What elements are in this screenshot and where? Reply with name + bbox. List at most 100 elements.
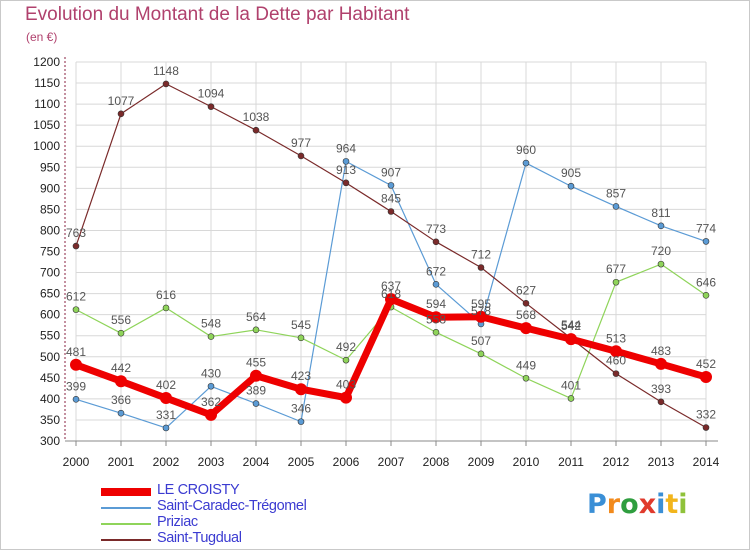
data-label: 481 — [66, 345, 86, 359]
data-label: 905 — [561, 166, 581, 180]
data-point — [295, 383, 307, 395]
data-label: 618 — [381, 287, 401, 301]
x-tick-label: 2003 — [198, 455, 225, 469]
data-point — [700, 371, 712, 383]
y-tick-label: 1000 — [33, 139, 60, 153]
legend-swatch — [101, 507, 151, 509]
data-point — [523, 375, 529, 381]
data-point — [340, 392, 352, 404]
data-point — [73, 396, 79, 402]
data-point — [658, 223, 664, 229]
legend-swatch — [101, 523, 151, 525]
data-point — [568, 183, 574, 189]
data-label: 773 — [426, 222, 446, 236]
data-point — [703, 238, 709, 244]
data-point — [208, 104, 214, 110]
y-tick-label: 1200 — [33, 55, 60, 69]
x-tick-label: 2013 — [648, 455, 675, 469]
y-tick-label: 850 — [40, 202, 60, 216]
data-label: 423 — [291, 369, 311, 383]
data-label: 564 — [246, 310, 266, 324]
data-label: 763 — [66, 226, 86, 240]
data-label: 720 — [651, 244, 671, 258]
x-tick-label: 2001 — [108, 455, 135, 469]
data-label: 960 — [516, 143, 536, 157]
logo-letter: t — [665, 489, 678, 520]
data-label: 612 — [66, 290, 86, 304]
data-point — [208, 334, 214, 340]
data-label: 513 — [606, 331, 626, 345]
data-label: 677 — [606, 262, 626, 276]
legend-swatch — [101, 539, 151, 541]
data-point — [613, 279, 619, 285]
data-label: 403 — [336, 378, 356, 392]
data-label: 964 — [336, 141, 356, 155]
logo-letter: i — [656, 489, 665, 520]
legend-swatch — [101, 488, 151, 496]
data-point — [298, 419, 304, 425]
data-point — [118, 330, 124, 336]
x-tick-label: 2011 — [558, 455, 584, 469]
data-label: 507 — [471, 334, 491, 348]
data-label: 627 — [516, 283, 536, 297]
data-label: 1038 — [243, 110, 270, 124]
y-tick-label: 600 — [40, 308, 60, 322]
data-label: 578 — [471, 304, 491, 318]
data-point — [73, 307, 79, 313]
data-point — [115, 375, 127, 387]
x-tick-label: 2005 — [288, 455, 315, 469]
data-point — [253, 327, 259, 333]
legend-label: Saint-Caradec-Trégomel — [157, 498, 306, 514]
y-tick-label: 450 — [40, 371, 60, 385]
data-point — [163, 305, 169, 311]
data-label: 558 — [426, 312, 446, 326]
data-point — [205, 409, 217, 421]
data-point — [298, 335, 304, 341]
data-point — [163, 81, 169, 87]
data-point — [433, 281, 439, 287]
data-point — [655, 358, 667, 370]
data-point — [703, 292, 709, 298]
y-tick-label: 300 — [40, 434, 60, 448]
y-tick-label: 550 — [40, 329, 60, 343]
y-tick-label: 1100 — [34, 97, 60, 111]
data-label: 672 — [426, 264, 446, 278]
x-tick-label: 2009 — [468, 455, 495, 469]
y-tick-label: 350 — [40, 413, 60, 427]
x-tick-label: 2010 — [513, 455, 540, 469]
data-point — [658, 261, 664, 267]
data-label: 332 — [696, 408, 716, 422]
x-tick-label: 2014 — [693, 455, 720, 469]
logo-letter: P — [587, 489, 607, 520]
data-label: 568 — [516, 308, 536, 322]
data-point — [118, 111, 124, 117]
data-point — [163, 425, 169, 431]
data-label: 346 — [291, 402, 311, 416]
data-label: 1148 — [153, 64, 179, 78]
data-point — [208, 383, 214, 389]
y-tick-label: 1150 — [34, 76, 60, 90]
x-tick-label: 2007 — [378, 455, 405, 469]
data-point — [658, 399, 664, 405]
data-label: 401 — [561, 378, 581, 392]
data-point — [520, 322, 532, 334]
data-label: 774 — [696, 221, 716, 235]
data-label: 389 — [246, 384, 266, 398]
logo-letter: o — [620, 489, 639, 520]
logo-letter: r — [607, 489, 620, 520]
data-label: 393 — [651, 382, 671, 396]
data-point — [478, 265, 484, 271]
data-point — [568, 395, 574, 401]
data-label: 712 — [471, 248, 491, 262]
data-point — [478, 351, 484, 357]
data-point — [253, 401, 259, 407]
data-point — [73, 243, 79, 249]
data-label: 594 — [426, 297, 446, 311]
data-label: 857 — [606, 186, 626, 200]
y-tick-label: 400 — [40, 392, 60, 406]
proxiti-logo: Proxiti — [587, 489, 688, 520]
x-tick-label: 2002 — [153, 455, 180, 469]
data-label: 913 — [336, 163, 356, 177]
data-point — [565, 333, 577, 345]
